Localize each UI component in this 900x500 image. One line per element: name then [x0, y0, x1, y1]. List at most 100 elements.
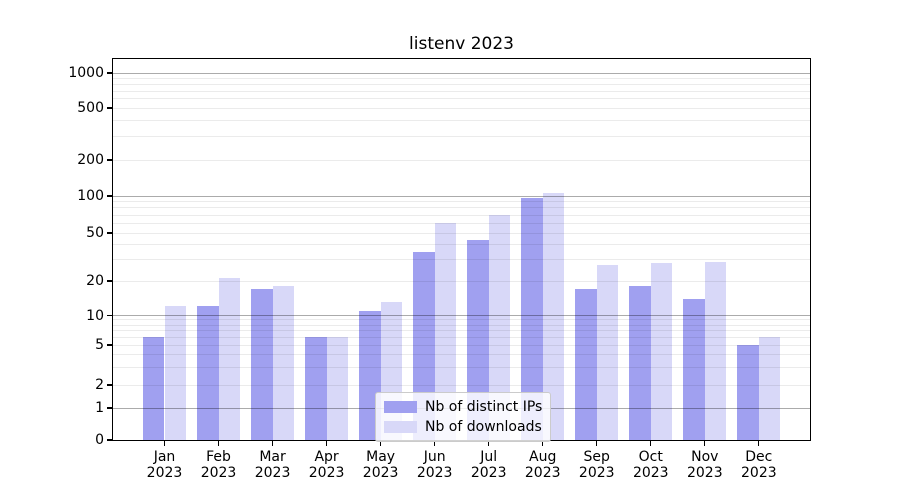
- gridline-minor: [113, 259, 810, 261]
- gridline-minor: [113, 324, 810, 326]
- bar-downloads-feb: [218, 278, 241, 440]
- y-tick-label: 500: [77, 100, 104, 116]
- bar-distinct-ips-mar: [250, 289, 273, 440]
- gridline-minor: [113, 330, 810, 332]
- gridline-minor: [113, 280, 810, 282]
- y-tick-label: 20: [86, 273, 104, 289]
- axis-spine-top: [111, 57, 812, 59]
- x-tick-label-year: 2023: [524, 465, 561, 481]
- chart-title: listenv 2023: [409, 34, 514, 54]
- gridline-minor: [113, 384, 810, 386]
- gridline-minor: [113, 354, 810, 356]
- gridline-minor: [113, 366, 810, 368]
- y-tick-mark: [107, 314, 112, 317]
- x-tick-mark: [704, 441, 706, 446]
- gridline-minor: [113, 232, 810, 234]
- x-tick-label-month: Sep: [583, 449, 610, 465]
- bar-distinct-ips-jul: [467, 239, 489, 440]
- y-tick-mark: [107, 195, 112, 197]
- bar-distinct-ips-aug: [521, 197, 543, 440]
- y-tick-mark: [107, 439, 112, 441]
- bar-downloads-mar: [272, 286, 295, 440]
- legend-item-downloads: Nb of downloads: [384, 417, 542, 436]
- x-tick-label-year: 2023: [470, 465, 507, 481]
- bar-downloads-nov: [704, 261, 727, 440]
- bar-downloads-jul: [488, 215, 511, 440]
- x-tick-label-month: Dec: [745, 449, 773, 465]
- x-tick-label-year: 2023: [741, 465, 777, 481]
- x-tick-mark: [271, 441, 274, 446]
- x-tick-label-year: 2023: [686, 465, 723, 481]
- gridline-minor: [113, 344, 810, 346]
- x-tick-label-month: Aug: [529, 449, 557, 465]
- x-tick-label-year: 2023: [200, 465, 237, 481]
- y-tick-label: 100: [77, 188, 104, 204]
- x-tick-label-month: Oct: [638, 449, 663, 465]
- x-tick-label-year: 2023: [362, 465, 399, 481]
- x-tick-label-month: May: [366, 449, 396, 465]
- gridline-minor: [113, 159, 810, 161]
- gridline-minor: [113, 319, 810, 321]
- x-tick-mark: [488, 441, 490, 446]
- x-tick-mark: [542, 441, 544, 446]
- bar-distinct-ips-nov: [683, 298, 705, 440]
- gridline-minor: [113, 107, 810, 109]
- legend-label-downloads: Nb of downloads: [425, 418, 542, 435]
- y-tick-label: 1000: [68, 65, 104, 81]
- legend-swatch-distinct-ips: [384, 400, 417, 413]
- y-tick-mark: [107, 384, 112, 386]
- y-tick-label: 50: [86, 225, 104, 241]
- bar-distinct-ips-jan: [142, 337, 165, 440]
- legend-swatch-downloads: [384, 420, 417, 433]
- gridline-minor: [113, 244, 810, 246]
- x-tick-label-month: Jul: [480, 449, 498, 465]
- legend: Nb of distinct IPs Nb of downloads: [375, 392, 552, 442]
- bar-downloads-jun: [434, 223, 457, 440]
- bar-downloads-oct: [650, 263, 673, 440]
- gridline-major: [113, 195, 810, 197]
- x-tick-label-month: Apr: [314, 449, 339, 465]
- y-tick-mark: [107, 407, 112, 409]
- y-tick-mark: [107, 232, 112, 234]
- y-tick-label: 0: [95, 432, 104, 448]
- gridline-minor: [113, 120, 810, 122]
- gridline-major: [113, 315, 810, 316]
- x-tick-label-month: Feb: [206, 449, 231, 465]
- bar-downloads-jan: [164, 306, 187, 440]
- x-tick-label-year: 2023: [308, 465, 345, 481]
- x-tick-label-year: 2023: [254, 465, 291, 481]
- x-tick-label-year: 2023: [632, 465, 669, 481]
- legend-label-distinct-ips: Nb of distinct IPs: [425, 398, 543, 415]
- x-tick-label-month: Nov: [691, 449, 719, 465]
- x-tick-mark: [217, 441, 220, 446]
- y-tick-label: 1: [95, 400, 104, 416]
- x-tick-mark: [758, 441, 760, 446]
- x-tick-mark: [650, 441, 652, 446]
- y-tick-mark: [107, 107, 112, 109]
- legend-item-distinct-ips: Nb of distinct IPs: [384, 397, 542, 416]
- bar-distinct-ips-dec: [737, 345, 759, 440]
- gridline-minor: [113, 201, 810, 203]
- x-tick-mark: [380, 441, 382, 446]
- axis-spine-left: [111, 57, 113, 442]
- gridline-minor: [113, 214, 810, 216]
- bar-downloads-sep: [596, 265, 619, 440]
- gridline-minor: [113, 136, 810, 138]
- y-tick-label: 10: [86, 307, 104, 324]
- x-tick-label-month: Jan: [153, 449, 176, 465]
- bar-distinct-ips-apr: [304, 337, 327, 440]
- bar-distinct-ips-feb: [196, 306, 219, 440]
- gridline-minor: [113, 77, 810, 79]
- x-tick-mark: [434, 441, 436, 446]
- x-tick-mark: [596, 441, 598, 446]
- y-tick-mark: [107, 159, 112, 161]
- axis-spine-right: [810, 57, 812, 442]
- bar-downloads-aug: [542, 193, 565, 440]
- x-tick-label-month: Jun: [423, 449, 446, 465]
- y-tick-mark: [107, 280, 112, 282]
- x-tick-mark: [163, 441, 166, 446]
- bar-downloads-dec: [758, 337, 781, 440]
- gridline-minor: [113, 207, 810, 209]
- x-tick-label-month: Mar: [259, 449, 286, 465]
